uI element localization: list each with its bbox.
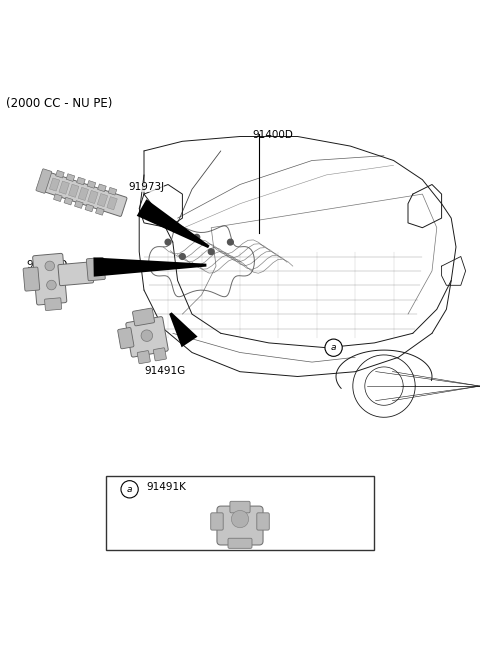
Circle shape: [47, 281, 56, 290]
FancyBboxPatch shape: [58, 262, 94, 286]
Bar: [74, 200, 83, 208]
Text: a: a: [127, 485, 132, 494]
Bar: [106, 476, 374, 551]
Circle shape: [45, 261, 55, 271]
FancyBboxPatch shape: [230, 501, 250, 513]
Bar: [88, 191, 98, 204]
Bar: [64, 197, 72, 205]
FancyBboxPatch shape: [45, 298, 61, 311]
Bar: [66, 173, 75, 181]
Bar: [59, 181, 69, 194]
FancyBboxPatch shape: [33, 254, 67, 305]
Bar: [96, 208, 104, 215]
FancyBboxPatch shape: [23, 267, 40, 291]
Bar: [54, 194, 62, 202]
Circle shape: [180, 254, 185, 260]
Bar: [56, 170, 64, 178]
FancyBboxPatch shape: [217, 506, 263, 545]
Circle shape: [208, 249, 214, 254]
Circle shape: [121, 481, 138, 498]
FancyBboxPatch shape: [153, 348, 167, 361]
Text: 91400D: 91400D: [252, 130, 293, 140]
Text: a: a: [331, 343, 336, 352]
Bar: [107, 196, 117, 210]
Text: 91491G: 91491G: [144, 366, 185, 376]
FancyBboxPatch shape: [118, 327, 134, 349]
FancyBboxPatch shape: [86, 258, 105, 281]
Bar: [108, 187, 117, 195]
Circle shape: [141, 330, 153, 342]
FancyBboxPatch shape: [126, 317, 168, 357]
Circle shape: [165, 239, 171, 245]
Bar: [97, 184, 106, 192]
FancyBboxPatch shape: [257, 513, 269, 530]
Bar: [49, 178, 60, 191]
Circle shape: [194, 235, 200, 240]
Polygon shape: [94, 258, 206, 277]
FancyBboxPatch shape: [132, 308, 155, 326]
Text: (2000 CC - NU PE): (2000 CC - NU PE): [6, 97, 112, 110]
FancyBboxPatch shape: [41, 171, 127, 216]
FancyBboxPatch shape: [228, 538, 252, 549]
Text: 91973J: 91973J: [128, 182, 164, 192]
Bar: [97, 194, 108, 207]
Bar: [78, 187, 88, 200]
FancyBboxPatch shape: [36, 169, 52, 193]
Text: 91973Q: 91973Q: [26, 260, 68, 270]
Circle shape: [325, 339, 342, 356]
Polygon shape: [169, 312, 198, 348]
Polygon shape: [137, 199, 210, 248]
Circle shape: [231, 510, 249, 528]
Bar: [77, 177, 85, 185]
FancyBboxPatch shape: [211, 513, 223, 530]
Text: 91491K: 91491K: [146, 482, 186, 492]
Bar: [85, 204, 94, 212]
Bar: [87, 181, 96, 189]
Circle shape: [228, 239, 233, 245]
Bar: [69, 184, 79, 197]
FancyBboxPatch shape: [137, 351, 150, 364]
